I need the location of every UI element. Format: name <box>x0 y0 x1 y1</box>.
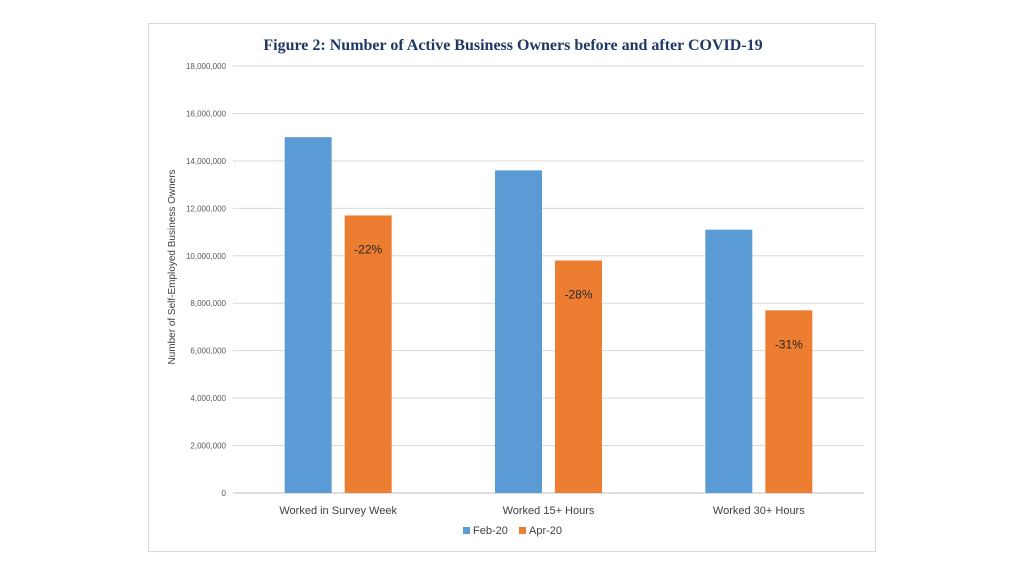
y-tick-label: 14,000,000 <box>186 157 227 166</box>
y-tick-label: 12,000,000 <box>186 204 227 213</box>
y-tick-label: 16,000,000 <box>186 109 227 118</box>
change-label: -28% <box>564 288 592 302</box>
y-tick-label: 0 <box>222 489 227 498</box>
legend: Feb-20 Apr-20 <box>463 525 562 537</box>
gridlines <box>233 65 864 494</box>
bar-apr-20 <box>765 310 813 493</box>
annotations: -22% -28% -31% <box>354 242 803 351</box>
x-axis-categories: Worked in Survey Week Worked 15+ Hours Wor… <box>279 505 805 517</box>
bar-feb-20 <box>284 137 332 493</box>
change-label: -31% <box>775 337 803 351</box>
chart-title: Figure 2: Number of Active Business Owne… <box>263 37 762 54</box>
bar-feb-20 <box>705 229 753 493</box>
y-tick-label: 8,000,000 <box>190 299 226 308</box>
bar-apr-20 <box>555 260 602 493</box>
chart-frame: Figure 2: Number of Active Business Owne… <box>148 23 876 552</box>
category-label: Worked in Survey Week <box>279 505 397 517</box>
legend-label: Feb-20 <box>473 525 508 537</box>
y-tick-label: 18,000,000 <box>186 62 227 71</box>
legend-swatch <box>463 527 470 534</box>
legend-label: Apr-20 <box>529 525 562 537</box>
bar-feb-20 <box>495 170 542 493</box>
y-axis-title: Number of Self-Employed Business Owners <box>167 169 178 364</box>
change-label: -22% <box>354 242 382 256</box>
legend-swatch <box>519 527 526 534</box>
y-tick-label: 6,000,000 <box>190 347 226 356</box>
y-tick-label: 4,000,000 <box>190 394 226 403</box>
bars <box>284 137 813 493</box>
y-axis-ticks: 0 2,000,000 4,000,000 6,000,000 8,000,000 10,… <box>186 62 227 498</box>
category-label: Worked 30+ Hours <box>713 505 805 517</box>
bar-chart: Figure 2: Number of Active Business Owne… <box>167 37 864 537</box>
category-label: Worked 15+ Hours <box>503 505 595 517</box>
y-tick-label: 2,000,000 <box>190 442 226 451</box>
bar-apr-20 <box>344 215 392 493</box>
y-tick-label: 10,000,000 <box>186 252 227 261</box>
